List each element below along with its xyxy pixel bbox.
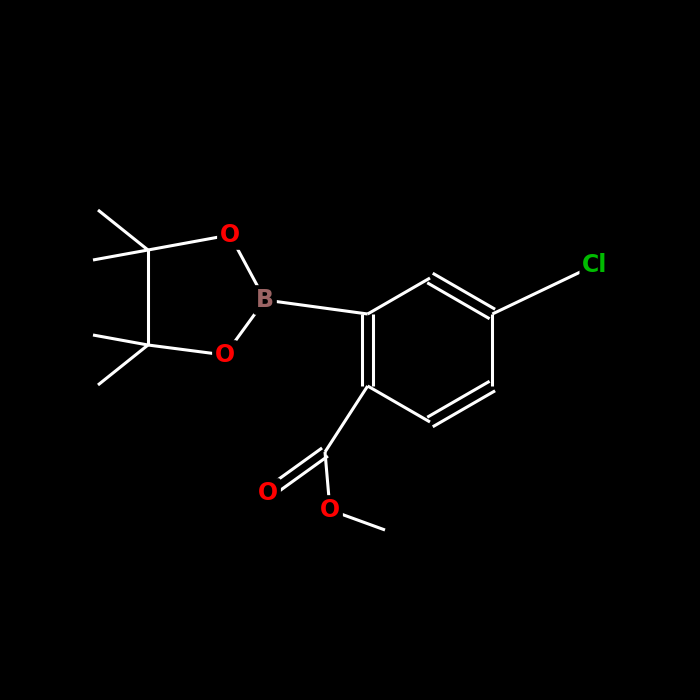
Text: Cl: Cl — [582, 253, 608, 277]
Text: B: B — [256, 288, 274, 312]
Text: O: O — [215, 343, 235, 367]
Text: O: O — [258, 481, 278, 505]
Text: O: O — [320, 498, 340, 522]
Text: O: O — [220, 223, 240, 247]
